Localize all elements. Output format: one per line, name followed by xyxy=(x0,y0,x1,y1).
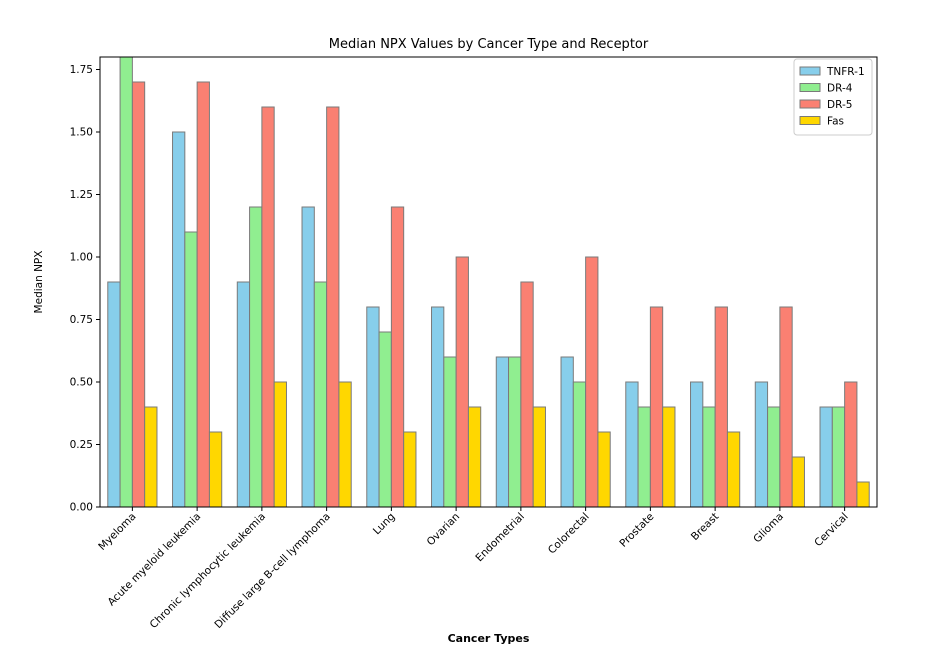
y-tick-label: 0.75 xyxy=(70,314,93,326)
x-tick-label: Lung xyxy=(371,511,398,538)
x-tick-label: Prostate xyxy=(617,511,656,550)
bar-dr-4-6 xyxy=(508,356,522,508)
y-tick-label: 1.00 xyxy=(70,252,93,264)
bar-tnfr-1-11 xyxy=(819,406,833,508)
legend-label: Fas xyxy=(827,116,844,128)
bar-dr-5-6 xyxy=(520,281,534,508)
bar-tnfr-1-10 xyxy=(754,381,769,508)
bar-dr-5-1 xyxy=(196,81,210,508)
x-tick-label: Cervical xyxy=(812,511,850,549)
bar-dr-4-10 xyxy=(767,406,781,508)
y-tick-label: 0.25 xyxy=(70,439,93,451)
bar-fas-9 xyxy=(726,431,741,508)
bar-tnfr-1-5 xyxy=(431,306,445,508)
x-tick-label: Breast xyxy=(689,511,721,543)
legend-swatch xyxy=(799,66,821,76)
bar-fas-11 xyxy=(856,481,870,508)
bar-dr-5-4 xyxy=(390,206,405,508)
bar-dr-4-8 xyxy=(637,406,651,508)
bar-fas-4 xyxy=(403,431,417,508)
bar-fas-6 xyxy=(532,406,546,508)
bar-fas-8 xyxy=(662,406,676,508)
bar-dr-5-0 xyxy=(131,81,146,508)
legend-label: DR-5 xyxy=(827,99,852,111)
y-tick-label: 0.50 xyxy=(70,377,93,389)
bar-tnfr-1-3 xyxy=(301,206,315,508)
bar-dr-5-9 xyxy=(714,306,728,508)
x-tick-label: Ovarian xyxy=(425,511,463,549)
x-tick-label: Colorectal xyxy=(546,511,592,557)
x-axis-label: Cancer Types xyxy=(448,632,530,645)
bar-dr-5-10 xyxy=(779,306,793,508)
x-tick-label: Chronic lymphocytic leukemia xyxy=(148,511,268,631)
bar-fas-2 xyxy=(273,381,287,508)
bar-fas-0 xyxy=(144,406,158,508)
bar-dr-4-11 xyxy=(831,406,846,508)
bar-dr-4-3 xyxy=(313,281,328,508)
bar-dr-4-4 xyxy=(378,331,392,508)
chart-title: Median NPX Values by Cancer Type and Rec… xyxy=(329,37,649,52)
y-axis-label: Median NPX xyxy=(33,251,45,314)
bar-tnfr-1-9 xyxy=(690,381,704,508)
bar-dr-4-0 xyxy=(119,56,133,508)
bar-dr-4-5 xyxy=(443,356,457,508)
bar-dr-4-7 xyxy=(572,381,587,508)
bar-fas-10 xyxy=(791,456,805,508)
bar-tnfr-1-7 xyxy=(560,356,574,508)
bar-fas-1 xyxy=(208,431,223,508)
legend-label: DR-4 xyxy=(827,83,853,95)
plot-area-frame xyxy=(99,56,878,508)
bar-tnfr-1-8 xyxy=(625,381,639,508)
bar-dr-5-5 xyxy=(455,256,469,508)
bar-dr-5-8 xyxy=(649,306,664,508)
bar-tnfr-1-1 xyxy=(172,131,186,508)
bar-tnfr-1-2 xyxy=(236,281,251,508)
bar-dr-4-9 xyxy=(702,406,716,508)
legend-swatch xyxy=(799,83,821,92)
y-axis: 0.00 0.25 0.50 0.75 1.00 1.25 1.50 1.75 xyxy=(70,64,100,514)
y-tick-label: 1.50 xyxy=(70,127,93,139)
bar-tnfr-1-4 xyxy=(366,306,380,508)
x-tick-label: Endometrial xyxy=(473,511,527,565)
y-tick-label: 0.00 xyxy=(70,502,93,514)
bar-dr-5-7 xyxy=(585,256,599,508)
bar-dr-4-1 xyxy=(184,231,198,508)
legend-label: TNFR-1 xyxy=(826,66,865,78)
bar-dr-5-11 xyxy=(844,381,858,508)
bar-fas-3 xyxy=(338,381,352,508)
x-tick-label: Diffuse large B-cell lymphoma xyxy=(212,511,332,631)
bar-dr-5-2 xyxy=(261,106,275,508)
y-tick-label: 1.75 xyxy=(70,64,93,76)
bar-fas-7 xyxy=(597,431,611,508)
legend: TNFR-1 DR-4 DR-5 Fas xyxy=(793,58,873,136)
bar-tnfr-1-6 xyxy=(495,356,510,508)
y-tick-label: 1.25 xyxy=(70,189,93,201)
x-tick-label: Myeloma xyxy=(96,511,138,553)
bars-layer xyxy=(107,56,870,508)
bar-dr-5-3 xyxy=(326,106,340,508)
x-tick-label: Glioma xyxy=(751,511,786,546)
legend-swatch xyxy=(799,99,821,109)
bar-fas-5 xyxy=(467,406,482,508)
legend-swatch xyxy=(799,116,821,125)
bar-dr-4-2 xyxy=(249,206,263,508)
bar-tnfr-1-0 xyxy=(107,281,121,508)
